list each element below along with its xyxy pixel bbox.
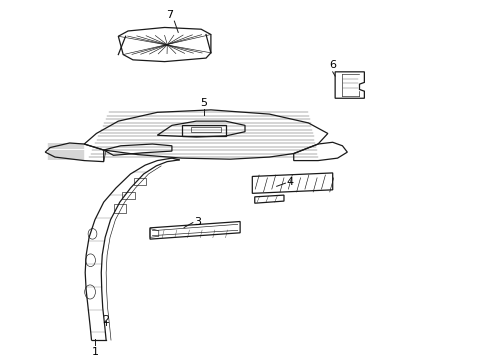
Text: 1: 1 [92, 347, 99, 357]
Text: 3: 3 [194, 216, 201, 226]
Bar [134, 178, 146, 185]
Text: 7: 7 [166, 10, 173, 20]
Bar [114, 204, 126, 213]
Text: 6: 6 [329, 60, 336, 70]
Text: 4: 4 [287, 177, 294, 187]
Text: 5: 5 [200, 98, 207, 108]
Bar [192, 127, 220, 132]
Text: 2: 2 [102, 315, 110, 325]
Bar [122, 192, 135, 199]
